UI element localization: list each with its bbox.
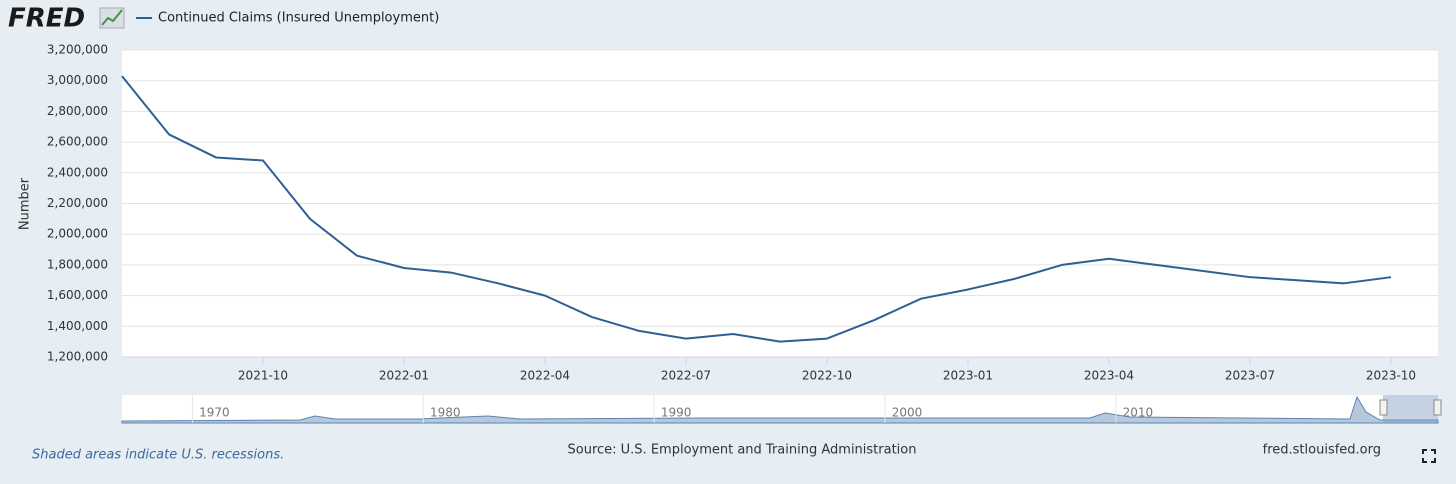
x-tick-label: 2023-07 [1225, 369, 1275, 383]
navigator-handle[interactable] [1433, 399, 1442, 416]
y-tick-label: 3,000,000 [47, 73, 108, 87]
y-tick-label: 2,000,000 [47, 227, 108, 241]
navigator-tick-label: 1980 [430, 406, 461, 420]
series-line [121, 75, 1392, 343]
legend-label: Continued Claims (Insured Unemployment) [158, 11, 439, 26]
navigator-handle[interactable] [1379, 399, 1388, 416]
x-tick-label: 2022-07 [661, 369, 711, 383]
navigator-tick-label: 1970 [199, 406, 230, 420]
x-tick-label: 2023-01 [943, 369, 993, 383]
navigator-series [121, 395, 1439, 424]
x-tick-label: 2022-04 [520, 369, 570, 383]
y-tick-label: 1,200,000 [47, 350, 108, 364]
brand-logo: FRED [8, 4, 85, 34]
recession-note: Shaded areas indicate U.S. recessions. [32, 448, 284, 463]
site-link[interactable]: fred.stlouisfed.org [1263, 443, 1381, 458]
x-tick-label: 2023-10 [1366, 369, 1416, 383]
navigator-window[interactable] [1383, 395, 1438, 423]
navigator-tick-label: 2010 [1123, 406, 1154, 420]
x-tick-label: 2022-10 [802, 369, 852, 383]
x-tick-label: 2022-01 [379, 369, 429, 383]
y-axis-title: Number [18, 177, 33, 230]
fullscreen-button[interactable] [1422, 449, 1436, 463]
y-tick-label: 2,200,000 [47, 196, 108, 210]
navigator-tick-label: 2000 [892, 406, 923, 420]
y-tick-label: 1,800,000 [47, 257, 108, 271]
y-tick-label: 1,600,000 [47, 288, 108, 302]
logo-icon [99, 7, 125, 29]
y-tick-label: 1,400,000 [47, 319, 108, 333]
x-tick-label: 2021-10 [238, 369, 288, 383]
x-tick-label: 2023-04 [1084, 369, 1134, 383]
y-tick-label: 2,400,000 [47, 165, 108, 179]
y-tick-label: 3,200,000 [47, 43, 108, 57]
y-tick-label: 2,600,000 [47, 135, 108, 149]
source-note: Source: U.S. Employment and Training Adm… [568, 443, 917, 458]
navigator-tick-label: 1990 [661, 406, 692, 420]
y-tick-label: 2,800,000 [47, 104, 108, 118]
